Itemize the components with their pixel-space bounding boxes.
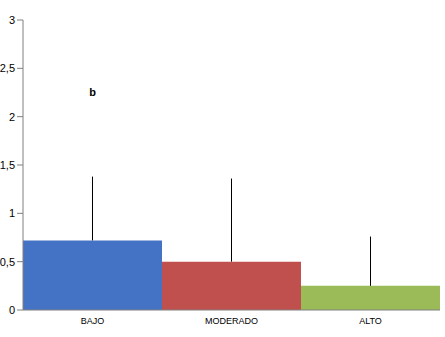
svg-text:ALTO: ALTO: [359, 316, 382, 326]
svg-text:1: 1: [9, 207, 15, 219]
svg-text:BAJO: BAJO: [81, 316, 105, 326]
svg-text:MODERADO: MODERADO: [205, 316, 258, 326]
svg-text:0: 0: [9, 304, 15, 316]
svg-text:2: 2: [9, 111, 15, 123]
svg-text:3: 3: [9, 14, 15, 26]
svg-text:1,5: 1,5: [8, 159, 15, 171]
svg-text:2,5: 2,5: [8, 62, 15, 74]
svg-text:0,5: 0,5: [8, 256, 15, 268]
svg-text:b: b: [89, 86, 96, 98]
